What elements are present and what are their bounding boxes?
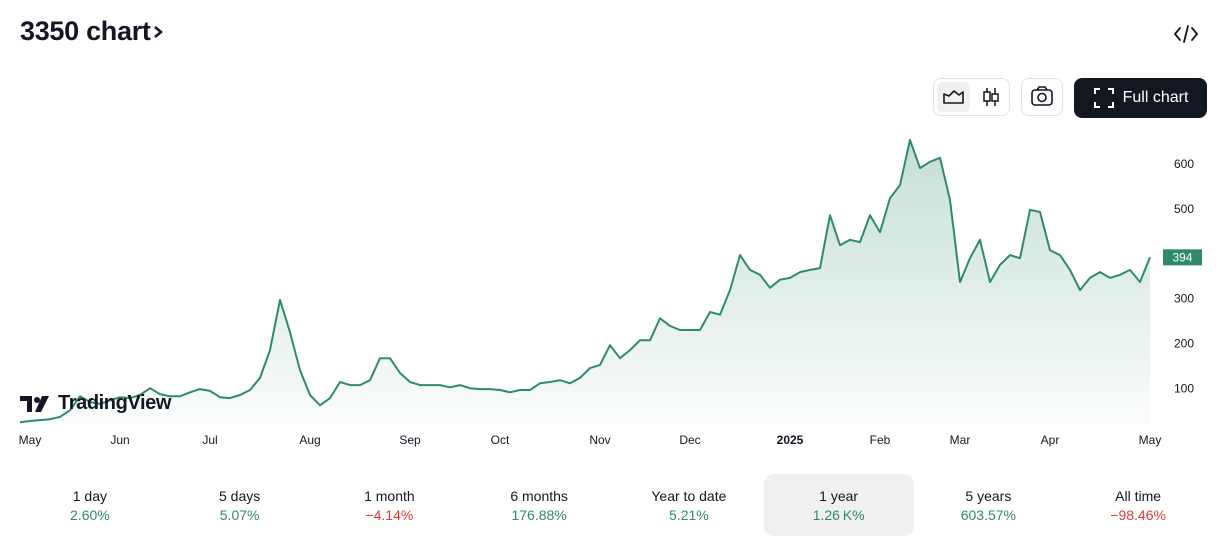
period-label[interactable]: 1 day <box>72 487 107 504</box>
chart-title[interactable]: 3350 chart <box>20 16 151 46</box>
period-tab[interactable]: All time −98.46% <box>1063 474 1213 536</box>
brand-logo: TradingView <box>20 392 171 415</box>
candles-icon[interactable] <box>976 82 1006 112</box>
period-label[interactable]: Year to date <box>651 487 727 504</box>
x-tick-label: May <box>19 433 42 447</box>
full-chart-label[interactable]: Full chart <box>1122 89 1189 106</box>
period-tab[interactable]: 1 year 1.26 K% <box>763 474 914 536</box>
chart-style-group <box>933 78 1010 116</box>
chart: 100 200 300 500 600 May Jun Jul Aug Sep Oct Nov Dec 2… <box>19 138 1202 447</box>
period-label[interactable]: 5 days <box>219 487 261 504</box>
area-style-button[interactable] <box>937 82 970 112</box>
y-tick-label: 200 <box>1174 336 1194 350</box>
area-fill <box>20 139 1150 425</box>
period-tab[interactable]: 5 years 603.57% <box>914 474 1064 536</box>
period-tab[interactable]: 6 months 176.88% <box>464 474 614 536</box>
chevron-icon <box>153 25 163 38</box>
x-tick-label: Mar <box>950 433 971 447</box>
period-change: −4.14% <box>365 506 414 523</box>
period-tab[interactable]: Year to date 5.21% <box>614 474 764 536</box>
brand-name: TradingView <box>58 392 172 414</box>
x-tick-label: Sep <box>399 433 421 447</box>
x-tick-label: Oct <box>491 433 510 447</box>
period-tab[interactable]: 1 month −4.14% <box>315 474 465 536</box>
x-tick-label: May <box>1139 433 1162 447</box>
area-icon <box>943 90 964 104</box>
period-change: 2.60% <box>70 506 110 523</box>
period-tab[interactable]: 1 day 2.60% <box>15 474 165 536</box>
period-label[interactable]: All time <box>1115 487 1162 504</box>
x-tick-label: Aug <box>299 433 320 447</box>
period-tab[interactable]: 5 days 5.07% <box>165 474 315 536</box>
x-tick-label: Apr <box>1041 433 1060 447</box>
period-change: 5.21% <box>669 506 709 523</box>
y-tick-label: 600 <box>1174 157 1194 171</box>
snapshot-button[interactable] <box>1021 78 1063 116</box>
embed-icon[interactable] <box>1172 22 1200 46</box>
x-tick-label: Jun <box>110 433 129 447</box>
period-label[interactable]: 5 years <box>965 487 1012 504</box>
period-change: 603.57% <box>960 506 1017 523</box>
period-change: 5.07% <box>219 506 260 523</box>
period-label[interactable]: 6 months <box>510 487 568 504</box>
y-tick-label: 300 <box>1174 292 1194 306</box>
brand-icon <box>20 395 49 412</box>
x-tick-label: 2025 <box>777 433 804 447</box>
last-price-label: 394 <box>1172 250 1192 264</box>
x-tick-label: Nov <box>589 433 610 447</box>
period-label[interactable]: 1 year <box>819 487 859 504</box>
last-price-tag <box>1163 249 1202 266</box>
period-tabs: 1 day 2.60% 5 days 5.07% 1 month −4.14% 6 mont… <box>15 474 1213 536</box>
x-tick-label: Feb <box>870 433 891 447</box>
y-tick-label: 100 <box>1174 381 1194 395</box>
full-chart-button[interactable]: Full chart <box>1074 78 1207 118</box>
period-change: −98.46% <box>1110 506 1166 523</box>
x-tick-label: Dec <box>679 433 700 447</box>
period-change: 176.88% <box>511 506 567 523</box>
period-label[interactable]: 1 month <box>364 487 415 504</box>
title-row[interactable]: 3350 chart <box>20 16 165 47</box>
camera-icon <box>1031 86 1053 106</box>
period-change: 1.26 K% <box>812 506 865 523</box>
fullscreen-icon <box>1093 88 1114 108</box>
price-line <box>19 138 1151 424</box>
y-tick-label: 500 <box>1174 202 1194 216</box>
x-tick-label: Jul <box>202 433 217 447</box>
